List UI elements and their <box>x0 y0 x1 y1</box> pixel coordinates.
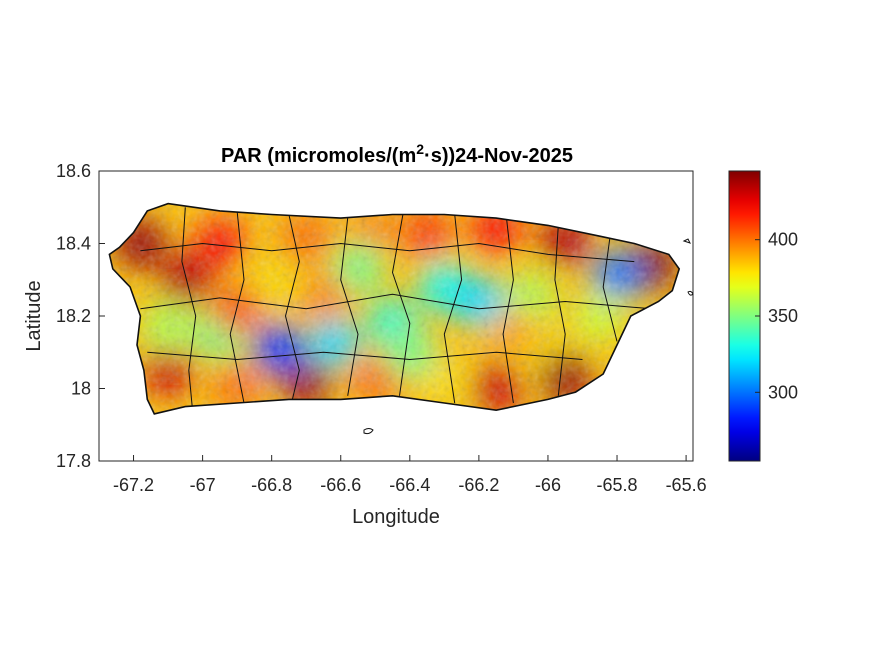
y-tick-label: 17.8 <box>56 451 91 471</box>
islet-caja-de-muertos <box>363 428 374 435</box>
x-tick-label: -67 <box>190 475 216 495</box>
x-tick-label: -66.4 <box>389 475 430 495</box>
colorbar-tick-label: 400 <box>768 230 798 250</box>
colorbar-tick-label: 350 <box>768 306 798 326</box>
municipality-boundary <box>147 351 583 361</box>
colorbar-fill <box>728 170 761 462</box>
heatmap-texture <box>109 203 680 414</box>
municipality-boundary <box>140 293 652 310</box>
municipality-boundary <box>340 218 359 396</box>
x-tick-label: -66 <box>535 475 561 495</box>
colorbar: 300 350 400 <box>728 170 798 462</box>
y-axis: 17.8 18 18.2 18.4 18.6 <box>56 161 105 471</box>
municipality-boundary <box>229 210 245 404</box>
municipality-boundaries <box>140 207 652 407</box>
y-tick-label: 18 <box>71 379 91 399</box>
chart-title-text: PAR (micromoles/(m2·s))24-Nov-2025 <box>221 141 573 167</box>
colorbar-tick-label: 300 <box>768 382 798 402</box>
municipality-boundary <box>554 225 566 396</box>
island-outline <box>108 202 681 415</box>
x-tick-label: -65.8 <box>597 475 638 495</box>
x-axis: -67.2 -67 -66.8 -66.6 -66.4 -66.2 -66 -65.8 -65.… <box>113 455 707 495</box>
y-tick-label: 18.2 <box>56 306 91 326</box>
heatmap-field <box>109 203 680 414</box>
x-axis-label: Longitude <box>352 506 440 528</box>
municipality-boundary <box>602 236 618 342</box>
y-tick-label: 18.4 <box>56 234 91 254</box>
islet-ne <box>682 238 691 244</box>
x-tick-label: -66.8 <box>251 475 292 495</box>
offshore-islets <box>363 238 694 435</box>
municipality-boundary <box>181 207 197 407</box>
x-tick-label: -67.2 <box>113 475 154 495</box>
x-tick-label: -65.6 <box>666 475 707 495</box>
municipality-boundary <box>502 218 514 404</box>
x-tick-label: -66.2 <box>458 475 499 495</box>
islet-east <box>687 290 694 296</box>
y-axis-label: Latitude <box>23 280 45 351</box>
colorbar-ticks: 300 350 400 <box>755 230 798 402</box>
municipality-boundary <box>140 242 635 263</box>
chart-title: PAR (micromoles/(m2·s))24-Nov-2025 <box>221 141 573 167</box>
y-tick-label: 18.6 <box>56 161 91 181</box>
x-tick-label: -66.6 <box>320 475 361 495</box>
municipality-boundary <box>284 214 300 400</box>
municipality-boundary <box>443 214 463 404</box>
